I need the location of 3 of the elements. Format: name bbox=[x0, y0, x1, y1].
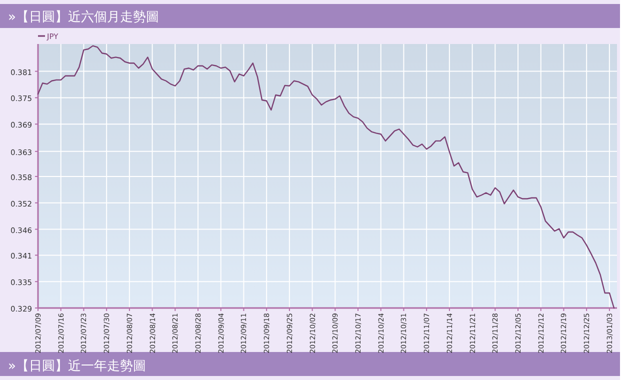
line-series bbox=[37, 45, 615, 309]
chart-title: »【日圓】近六個月走勢圖 bbox=[8, 10, 159, 25]
text: »【日圓】近一年走勢圖 bbox=[8, 359, 146, 374]
